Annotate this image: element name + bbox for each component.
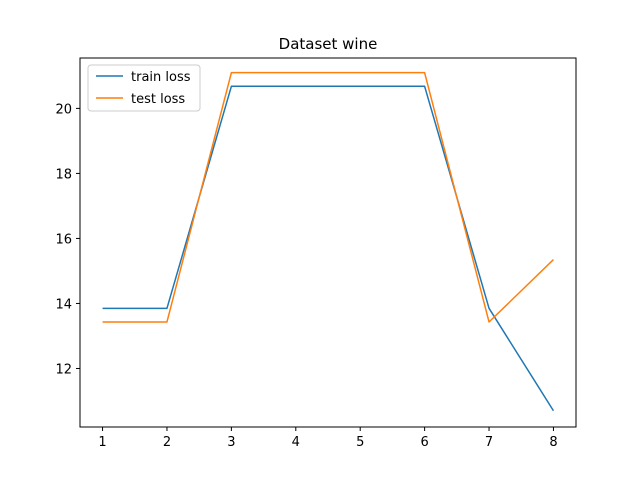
chart-title: Dataset wine — [279, 35, 378, 53]
x-tick-label: 2 — [163, 435, 171, 450]
x-tick-label: 1 — [98, 435, 106, 450]
x-axis: 1 2 3 4 5 6 7 8 — [98, 427, 558, 450]
x-tick-label: 8 — [549, 435, 557, 450]
y-tick-label: 16 — [55, 232, 72, 247]
legend: train loss test loss — [87, 64, 201, 112]
legend-label-1: train loss — [131, 70, 191, 85]
x-tick-label: 3 — [227, 435, 235, 450]
legend-label-2: test loss — [131, 92, 185, 107]
y-tick-label: 12 — [55, 362, 72, 377]
x-tick-label: 4 — [292, 435, 300, 450]
x-tick-label: 7 — [485, 435, 493, 450]
series-line-2 — [102, 71, 554, 323]
x-tick-label: 5 — [356, 435, 364, 450]
series-layer — [102, 71, 555, 412]
y-tick-label: 20 — [55, 102, 72, 117]
y-tick-label: 14 — [55, 297, 72, 312]
y-axis: 12 14 16 18 20 — [55, 102, 80, 377]
plot-frame — [79, 57, 577, 428]
x-tick-label: 6 — [420, 435, 428, 450]
y-tick-label: 18 — [55, 167, 72, 182]
series-line-1 — [102, 85, 555, 412]
